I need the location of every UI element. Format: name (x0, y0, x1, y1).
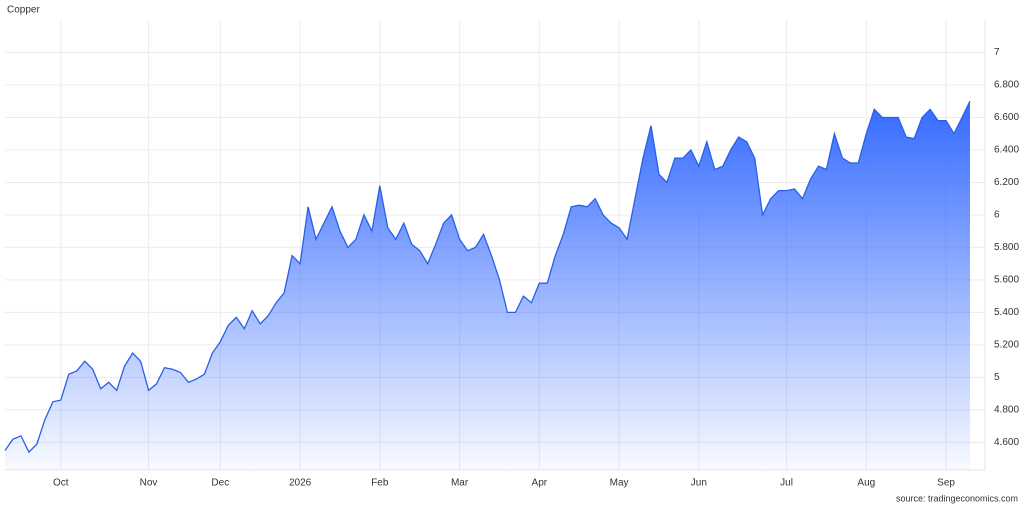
y-tick-label: 4.800 (994, 405, 1019, 416)
y-tick-label: 6.600 (994, 112, 1019, 123)
x-tick-label: May (610, 478, 629, 489)
x-tick-label: Sep (937, 478, 955, 489)
y-tick-label: 5.400 (994, 307, 1019, 318)
x-tick-label: Feb (371, 478, 389, 489)
x-tick-label: Jun (691, 478, 707, 489)
y-tick-label: 6.200 (994, 177, 1019, 188)
y-tick-label: 5.600 (994, 275, 1019, 286)
x-tick-label: 2026 (289, 478, 312, 489)
x-tick-label: Oct (53, 478, 69, 489)
x-tick-label: Jul (780, 478, 793, 489)
line (4, 100, 971, 454)
source: source: tradingeconomics.com (896, 493, 1018, 503)
y-tick-label: 5 (994, 372, 1000, 383)
y-tick-label: 6.400 (994, 145, 1019, 156)
y-tick-label: 6.800 (994, 80, 1019, 91)
x-tick-label: Dec (211, 478, 229, 489)
y-tick-label: 4.600 (994, 437, 1019, 448)
y-tick-label: 5.800 (994, 242, 1019, 253)
x-tick-label: Mar (451, 478, 469, 489)
x-tick-label: Aug (857, 478, 875, 489)
x-tick-label: Apr (532, 478, 548, 489)
x-tick-label: Nov (140, 478, 158, 489)
y-tick-label: 5.200 (994, 340, 1019, 351)
y-tick-label: 7 (994, 47, 1000, 58)
chart-title: Copper (7, 5, 40, 16)
y-tick-label: 6 (994, 210, 1000, 221)
area-fill (5, 101, 970, 470)
